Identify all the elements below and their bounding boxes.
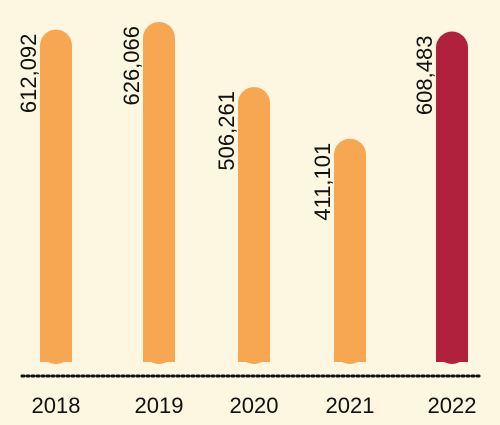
bar-base-2018	[40, 346, 72, 362]
value-label-2020: 506,261	[214, 91, 239, 171]
x-axis-ticks: 2018 2019 2020 2021 2022	[32, 393, 477, 418]
x-tick-label-2020: 2020	[230, 393, 279, 418]
bar-2022	[436, 31, 468, 365]
bar-2020	[238, 87, 270, 364]
value-label-2019: 626,066	[119, 26, 144, 106]
bar-2018	[40, 29, 72, 364]
value-label-2021: 411,101	[310, 143, 335, 221]
value-label-2018: 612,092	[16, 34, 41, 114]
bar-base-2021	[334, 346, 366, 362]
x-tick-label-2019: 2019	[135, 393, 184, 418]
bar-2019	[143, 22, 175, 364]
bar-base-2020	[238, 346, 270, 362]
x-tick-label-2018: 2018	[32, 393, 81, 418]
x-tick-label-2022: 2022	[428, 393, 477, 418]
bar-base-2019	[143, 346, 175, 362]
value-label-2022: 608,483	[412, 36, 437, 116]
bar-2021	[334, 138, 366, 364]
bars-group: 612,092 626,066 506,261 411,101 608,483	[16, 22, 468, 365]
bar-base-2022	[436, 346, 468, 362]
x-tick-label-2021: 2021	[326, 393, 375, 418]
